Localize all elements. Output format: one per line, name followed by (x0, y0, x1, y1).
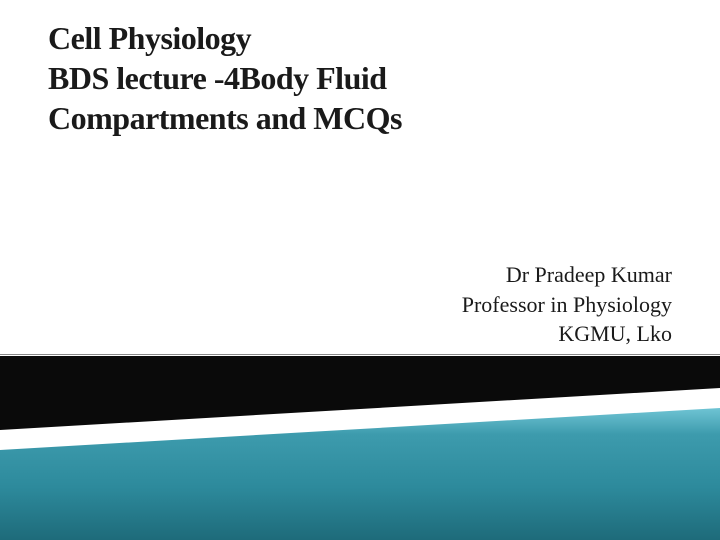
slide-title: Cell Physiology BDS lecture -4Body Fluid… (48, 18, 680, 138)
teal-decorative-band (0, 408, 720, 540)
title-line-1: Cell Physiology (48, 18, 680, 58)
author-affiliation: KGMU, Lko (462, 319, 672, 349)
title-line-2: BDS lecture -4Body Fluid (48, 58, 680, 98)
author-block: Dr Pradeep Kumar Professor in Physiology… (462, 260, 672, 349)
author-title: Professor in Physiology (462, 290, 672, 320)
title-line-3: Compartments and MCQs (48, 98, 680, 138)
horizontal-divider (0, 354, 720, 355)
author-name: Dr Pradeep Kumar (462, 260, 672, 290)
